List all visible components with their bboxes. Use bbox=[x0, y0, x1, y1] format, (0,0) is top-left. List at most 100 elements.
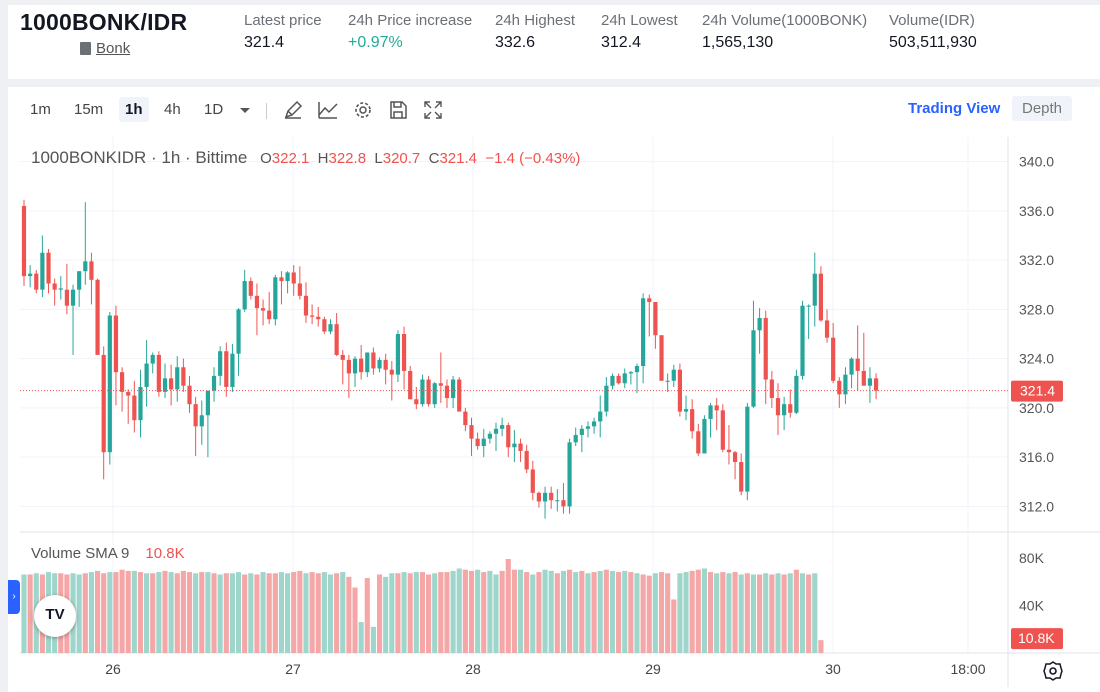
candle-body bbox=[800, 305, 805, 376]
candle-body bbox=[616, 375, 621, 384]
candle-body bbox=[475, 438, 480, 447]
y-axis-label: 340.0 bbox=[1019, 154, 1054, 170]
candle-body bbox=[224, 351, 229, 387]
gear-icon[interactable] bbox=[352, 99, 374, 121]
candle-body bbox=[383, 359, 388, 370]
fullscreen-icon[interactable] bbox=[422, 99, 444, 121]
candle-body bbox=[28, 273, 33, 277]
volume-bar bbox=[113, 572, 119, 653]
volume-bar bbox=[346, 576, 352, 653]
volume-axis-label: 80K bbox=[1019, 550, 1045, 566]
volume-bar bbox=[266, 573, 272, 653]
chart-settings-icon[interactable] bbox=[1042, 660, 1064, 682]
candle-body bbox=[346, 359, 351, 374]
candle-body bbox=[579, 428, 584, 435]
last-volume-tag bbox=[1011, 628, 1063, 650]
stat-volume-idr: Volume(IDR) 503,511,930 bbox=[889, 12, 977, 51]
volume-bar bbox=[27, 574, 33, 653]
pen-icon[interactable] bbox=[282, 99, 304, 121]
save-icon[interactable] bbox=[387, 99, 409, 121]
y-axis-label: 324.0 bbox=[1019, 351, 1054, 367]
volume-bar bbox=[560, 570, 567, 653]
volume-bar bbox=[321, 572, 327, 653]
timeframe-4h[interactable]: 4h bbox=[164, 101, 181, 118]
candle-body bbox=[414, 399, 419, 405]
candle-body bbox=[463, 411, 468, 426]
volume-bar bbox=[738, 574, 744, 653]
volume-bar bbox=[609, 570, 616, 653]
volume-bar bbox=[180, 570, 186, 653]
candle-body bbox=[855, 358, 860, 371]
volume-bar bbox=[658, 572, 665, 653]
timeframe-1d[interactable]: 1D bbox=[204, 101, 224, 118]
volume-bar bbox=[370, 626, 376, 653]
candle-body bbox=[291, 272, 296, 284]
volume-bar bbox=[579, 570, 585, 653]
volume-bar bbox=[775, 573, 781, 653]
candle-body bbox=[732, 452, 738, 463]
indicator-icon[interactable] bbox=[317, 99, 339, 121]
book-icon bbox=[80, 42, 91, 55]
candle-body bbox=[788, 404, 793, 413]
volume-bar bbox=[763, 573, 769, 653]
candle-body bbox=[267, 310, 272, 320]
candle-body bbox=[273, 277, 278, 320]
expand-sidebar-button[interactable]: › bbox=[8, 580, 20, 614]
trading-view-tab[interactable]: Trading View bbox=[908, 100, 1001, 117]
candle-body bbox=[469, 425, 474, 439]
plot-background bbox=[20, 137, 1008, 653]
volume-bar bbox=[94, 570, 101, 653]
token-name-link[interactable]: Bonk bbox=[96, 40, 131, 57]
pair-title: 1000BONK/IDR bbox=[20, 9, 188, 35]
timeframe-1m[interactable]: 1m bbox=[30, 101, 51, 118]
volume-bar bbox=[517, 569, 524, 653]
volume-bar bbox=[634, 573, 640, 653]
candle-body bbox=[395, 334, 401, 375]
candle-body bbox=[248, 281, 253, 296]
depth-tab[interactable]: Depth bbox=[1012, 96, 1073, 121]
candle-body bbox=[83, 261, 88, 272]
candle-body bbox=[561, 500, 566, 507]
volume-bar bbox=[229, 573, 235, 653]
candle-body bbox=[95, 279, 100, 355]
candle-body bbox=[726, 449, 732, 453]
volume-legend: Volume SMA 9 10.8K bbox=[31, 545, 185, 562]
candle-body bbox=[107, 315, 112, 453]
volume-bar bbox=[340, 572, 346, 653]
volume-bar bbox=[125, 570, 131, 653]
candle-body bbox=[236, 309, 241, 354]
candle-body bbox=[297, 283, 302, 296]
timeframe-1h[interactable]: 1h bbox=[119, 97, 149, 122]
chevron-down-icon[interactable] bbox=[234, 99, 256, 121]
candle-body bbox=[555, 500, 560, 502]
volume-bar bbox=[315, 573, 321, 653]
candle-body bbox=[806, 305, 811, 307]
candle-body bbox=[457, 379, 462, 412]
tradingview-logo[interactable]: TV bbox=[34, 595, 76, 637]
volume-bar bbox=[573, 572, 579, 653]
candle-body bbox=[426, 379, 431, 405]
volume-bar bbox=[413, 572, 419, 653]
candle-body bbox=[867, 378, 873, 386]
volume-bar bbox=[603, 569, 609, 653]
volume-bar bbox=[401, 572, 407, 653]
volume-bar bbox=[376, 574, 383, 653]
legend-ohlc: O322.1 H322.8 L320.7 C321.4 −1.4 (−0.43%… bbox=[260, 150, 581, 167]
volume-bar bbox=[720, 572, 726, 653]
timeframe-15m[interactable]: 15m bbox=[74, 101, 104, 118]
candle-body bbox=[420, 379, 425, 405]
candle-body bbox=[77, 271, 82, 290]
candle-body bbox=[230, 353, 235, 387]
stat-24h-high: 24h Highest 332.6 bbox=[495, 12, 576, 51]
candle-body bbox=[714, 405, 719, 411]
volume-bar bbox=[278, 572, 285, 653]
candle-body bbox=[64, 289, 70, 306]
candle-body bbox=[254, 295, 260, 309]
volume-bar bbox=[726, 573, 732, 653]
y-axis-label: 336.0 bbox=[1019, 203, 1054, 219]
candle-body bbox=[377, 359, 382, 369]
candle-body bbox=[487, 433, 492, 439]
price-chart[interactable]: 340.0 336.0 332.0 328.0 324.0 320.0 316.0 312.0… bbox=[20, 137, 1100, 687]
candle-body bbox=[451, 379, 456, 399]
token-link[interactable]: Bonk bbox=[80, 40, 130, 57]
